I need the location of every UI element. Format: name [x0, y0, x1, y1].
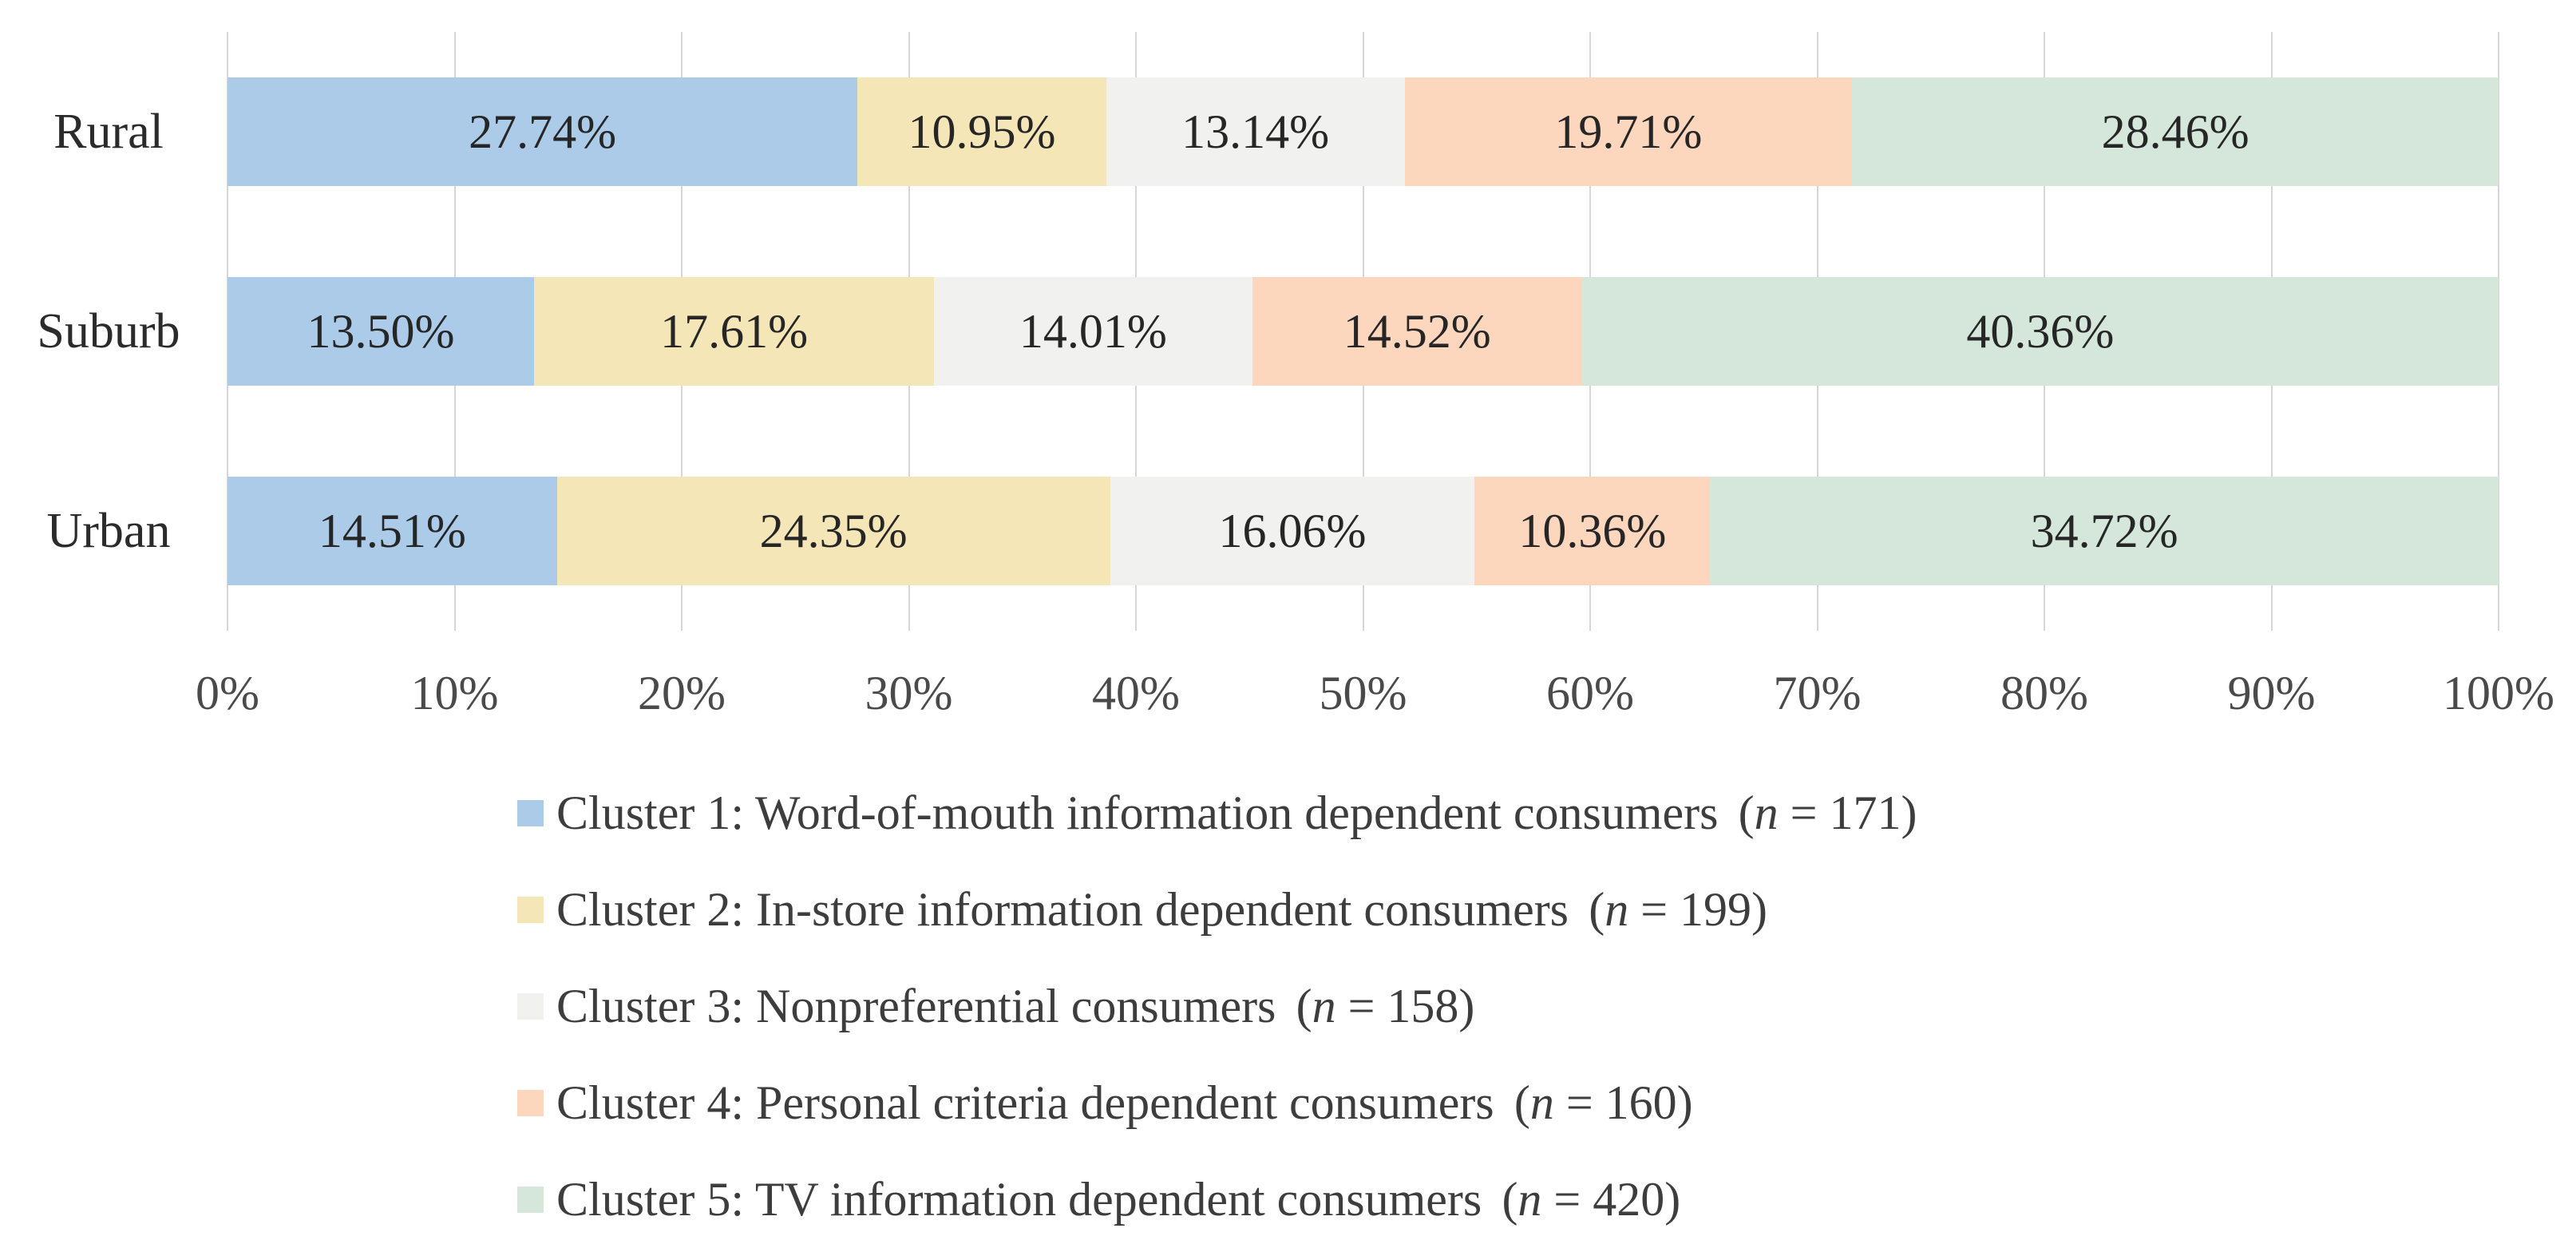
- bar-segment-label: 17.61%: [660, 304, 808, 359]
- legend-item: Cluster 1: Word-of-mouth information dep…: [517, 765, 1917, 862]
- legend-sample-size: (n = 160): [1514, 1076, 1693, 1131]
- bar-segment-label: 13.14%: [1181, 105, 1329, 160]
- bar-segment-label: 14.52%: [1343, 304, 1491, 359]
- x-axis-tick-label: 80%: [2000, 666, 2088, 721]
- bar-segment-label: 14.01%: [1019, 304, 1167, 359]
- bar-segment: 13.14%: [1106, 77, 1405, 186]
- bar-segment: 24.35%: [557, 477, 1110, 585]
- x-axis-tick-label: 10%: [411, 666, 499, 721]
- bar-segment-label: 10.36%: [1518, 504, 1666, 559]
- bar-segment-label: 27.74%: [469, 105, 616, 160]
- x-axis-labels: 0%10%20%30%40%50%60%70%80%90%100%: [228, 648, 2499, 744]
- bar-segment: 34.72%: [1710, 477, 2499, 585]
- x-axis-tick-label: 70%: [1774, 666, 1862, 721]
- category-label: Rural: [0, 32, 217, 232]
- legend-n-rest: = 158): [1336, 980, 1475, 1032]
- legend-item: Cluster 4: Personal criteria dependent c…: [517, 1055, 1917, 1151]
- legend-label: Cluster 1: Word-of-mouth information dep…: [556, 786, 1718, 841]
- legend-label: Cluster 2: In-store information dependen…: [556, 882, 1569, 937]
- bar-row: 13.50% 17.61% 14.01% 14.52% 40.36%: [228, 232, 2499, 431]
- bar-segment: 28.46%: [1852, 77, 2499, 186]
- plot-area: 27.74% 10.95% 13.14% 19.71% 28.46% 13.50% 17.6…: [228, 32, 2499, 631]
- x-axis-tick-label: 90%: [2228, 666, 2316, 721]
- legend-swatch: [517, 1187, 544, 1213]
- x-axis-tick-label: 30%: [865, 666, 953, 721]
- bar-segment: 14.51%: [228, 477, 557, 585]
- legend-n-open: (: [1502, 1173, 1518, 1226]
- legend-n-rest: = 171): [1779, 786, 1917, 839]
- bar-segment: 14.52%: [1252, 277, 1582, 386]
- legend-swatch: [517, 897, 544, 923]
- legend-n-rest: = 160): [1554, 1076, 1693, 1129]
- bar-segment-label: 14.51%: [319, 504, 466, 559]
- category-label: Urban: [0, 431, 217, 631]
- bar-segment: 14.01%: [934, 277, 1252, 386]
- legend-item: Cluster 5: TV information dependent cons…: [517, 1151, 1917, 1248]
- bar-segment-label: 13.50%: [307, 304, 455, 359]
- legend-n-symbol: n: [1518, 1173, 1541, 1226]
- legend-label: Cluster 4: Personal criteria dependent c…: [556, 1076, 1494, 1131]
- bar-segment: 27.74%: [228, 77, 857, 186]
- legend-swatch: [517, 800, 544, 826]
- bar-segment-label: 16.06%: [1219, 504, 1367, 559]
- bar-segment-label: 40.36%: [1966, 304, 2114, 359]
- legend-n-symbol: n: [1755, 786, 1779, 839]
- bar-segment-label: 34.72%: [2031, 504, 2178, 559]
- legend-n-symbol: n: [1605, 883, 1628, 936]
- bar-segment-label: 19.71%: [1554, 105, 1702, 160]
- legend-sample-size: (n = 199): [1589, 882, 1767, 937]
- legend-sample-size: (n = 158): [1296, 979, 1475, 1034]
- legend-n-open: (: [1739, 786, 1755, 839]
- legend-n-rest: = 199): [1628, 883, 1767, 936]
- stacked-bar: 13.50% 17.61% 14.01% 14.52% 40.36%: [228, 277, 2499, 386]
- stacked-bar: 27.74% 10.95% 13.14% 19.71% 28.46%: [228, 77, 2499, 186]
- bar-rows: 27.74% 10.95% 13.14% 19.71% 28.46% 13.50% 17.6…: [228, 32, 2499, 631]
- legend-sample-size: (n = 171): [1739, 786, 1917, 841]
- legend-n-rest: = 420): [1541, 1173, 1680, 1226]
- bar-segment-label: 10.95%: [908, 105, 1055, 160]
- legend-n-symbol: n: [1530, 1076, 1554, 1129]
- bar-segment-label: 24.35%: [760, 504, 908, 559]
- category-label: Suburb: [0, 232, 217, 431]
- bar-segment: 10.95%: [857, 77, 1106, 186]
- legend-label: Cluster 3: Nonpreferential consumers: [556, 979, 1276, 1034]
- stacked-bar: 14.51% 24.35% 16.06% 10.36% 34.72%: [228, 477, 2499, 585]
- legend-item: Cluster 2: In-store information dependen…: [517, 862, 1917, 958]
- x-axis-tick-label: 60%: [1546, 666, 1634, 721]
- bar-segment: 40.36%: [1582, 277, 2499, 386]
- bar-segment: 19.71%: [1405, 77, 1853, 186]
- x-axis-tick-label: 100%: [2443, 666, 2554, 721]
- bar-segment: 16.06%: [1110, 477, 1475, 585]
- legend-label: Cluster 5: TV information dependent cons…: [556, 1172, 1482, 1227]
- legend-n-open: (: [1589, 883, 1605, 936]
- legend-n-open: (: [1514, 1076, 1530, 1129]
- legend-sample-size: (n = 420): [1502, 1172, 1680, 1227]
- legend-item: Cluster 3: Nonpreferential consumers (n =…: [517, 958, 1917, 1055]
- bar-row: 14.51% 24.35% 16.06% 10.36% 34.72%: [228, 431, 2499, 631]
- legend-n-open: (: [1296, 980, 1312, 1032]
- bar-segment: 17.61%: [534, 277, 934, 386]
- x-axis-tick-label: 40%: [1092, 666, 1180, 721]
- bar-segment: 10.36%: [1474, 477, 1710, 585]
- legend-swatch: [517, 993, 544, 1020]
- legend: Cluster 1: Word-of-mouth information dep…: [517, 765, 1917, 1248]
- legend-n-symbol: n: [1312, 980, 1336, 1032]
- x-axis-tick-label: 50%: [1320, 666, 1407, 721]
- bar-segment: 13.50%: [228, 277, 534, 386]
- x-axis-tick-label: 0%: [196, 666, 259, 721]
- x-axis-tick-label: 20%: [638, 666, 726, 721]
- legend-swatch: [517, 1090, 544, 1116]
- bar-segment-label: 28.46%: [2102, 105, 2250, 160]
- bar-row: 27.74% 10.95% 13.14% 19.71% 28.46%: [228, 32, 2499, 232]
